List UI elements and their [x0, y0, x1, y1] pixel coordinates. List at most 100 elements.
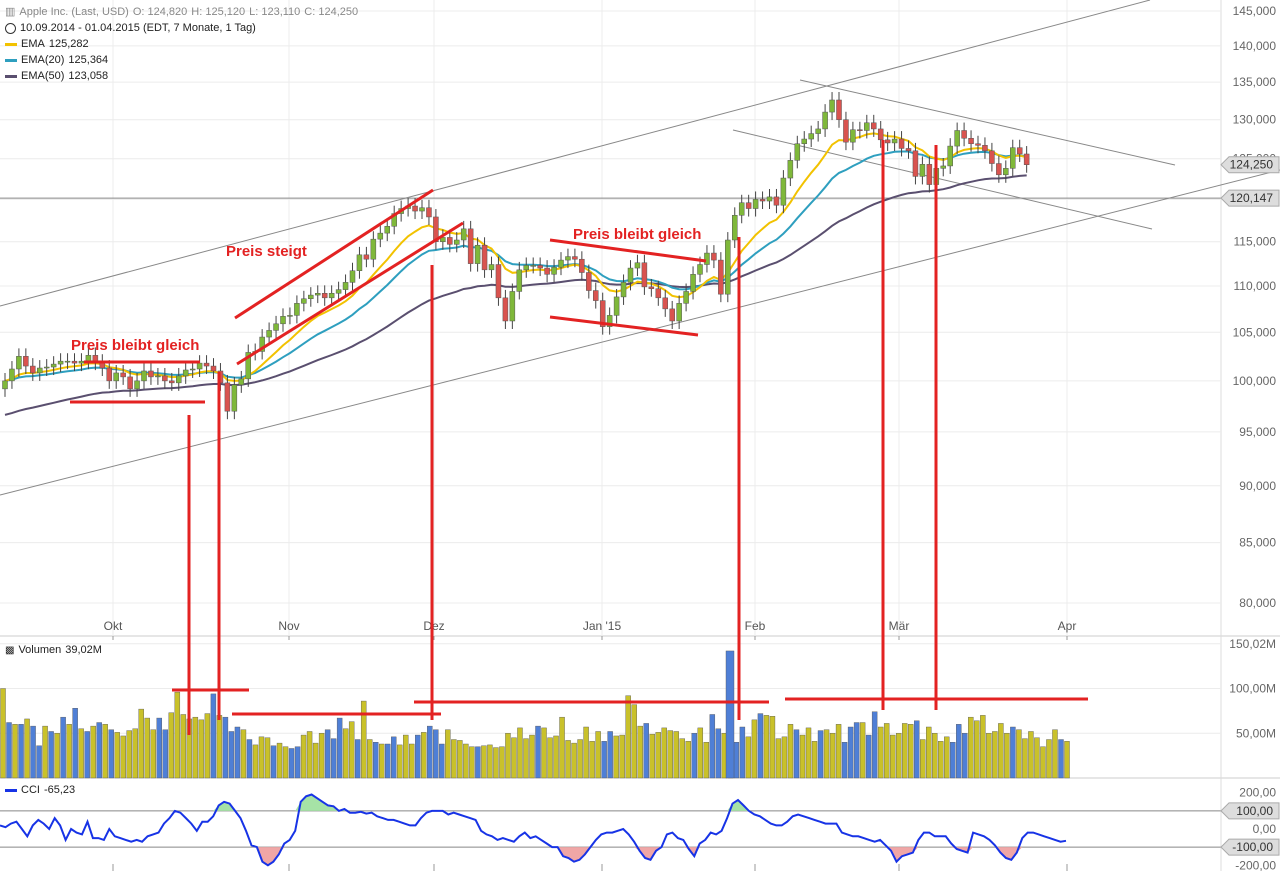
volume-bar: [697, 727, 704, 779]
volume-bar: [366, 739, 373, 779]
volume-bar: [1016, 729, 1022, 779]
candle-body: [968, 138, 974, 144]
volume-bar: [481, 745, 487, 779]
candle-body: [210, 365, 217, 372]
candle-body: [704, 252, 710, 265]
candle-body: [37, 367, 43, 374]
candle-body: [294, 303, 300, 316]
candle-body: [481, 244, 488, 271]
volume-label: Volumen: [18, 644, 62, 656]
candle-body: [231, 384, 238, 412]
volume-bar: [12, 724, 18, 779]
volume-bar: [372, 742, 379, 779]
cci-label: CCI: [21, 784, 40, 796]
volume-bar: [517, 727, 523, 779]
annotation-line: [549, 238, 707, 263]
volume-bar: [871, 711, 878, 779]
volume-bar: [168, 712, 175, 779]
volume-bar: [889, 734, 896, 779]
volume-bar: [968, 716, 974, 779]
candle-body: [586, 272, 592, 291]
volume-bar: [385, 743, 391, 779]
date-range: 10.09.2014 - 01.04.2015 (EDT, 7 Monate, …: [20, 22, 256, 34]
volume-bar: [829, 733, 836, 779]
x-tick-label: Dez: [423, 619, 444, 633]
candle-body: [593, 290, 599, 301]
volume-bar: [944, 736, 950, 779]
candle-body: [176, 375, 182, 384]
legend-ema[interactable]: EMA 125,282: [5, 36, 358, 52]
candle-body: [898, 138, 905, 149]
candle-body: [301, 298, 307, 304]
y-tick-label: 145,000: [1233, 4, 1277, 18]
volume-bar: [493, 747, 499, 779]
price-marker: 124,250: [1220, 156, 1280, 174]
volume-bar: [535, 725, 541, 779]
volume-bar: [342, 728, 349, 779]
volume-bar: [805, 727, 812, 779]
volume-bar: [240, 729, 247, 779]
volume-bar: [264, 737, 271, 779]
candle-body: [857, 129, 863, 131]
volume-bar: [318, 733, 325, 779]
cci-marker-label: 100,00: [1236, 804, 1273, 818]
candle-body: [850, 129, 856, 143]
candle-body: [676, 303, 682, 322]
volume-bar: [84, 731, 90, 779]
cci-line: [0, 793, 1067, 867]
candle-body: [9, 368, 15, 382]
x-tick-label: Okt: [104, 619, 123, 633]
volume-bar: [974, 720, 980, 779]
trend-channel-line: [799, 79, 1176, 166]
candle-body: [189, 368, 196, 371]
volume-bar: [847, 726, 854, 779]
y-tick-label: 110,000: [1234, 279, 1277, 293]
volume-bar: [715, 728, 722, 779]
legend-ema50[interactable]: EMA(50) 123,058: [5, 68, 358, 84]
ema50-label: EMA(50): [21, 70, 65, 82]
candle-body: [926, 164, 933, 185]
legend-ema20[interactable]: EMA(20) 125,364: [5, 52, 358, 68]
candle-body: [377, 232, 384, 240]
candle-body: [537, 265, 543, 269]
volume-tick-label: 100,00M: [1229, 682, 1276, 696]
candle-body: [773, 196, 780, 206]
ema50-swatch: [5, 74, 17, 78]
volume-bar: [475, 746, 481, 779]
volume-bar: [234, 726, 241, 779]
volume-bar: [709, 714, 716, 779]
y-tick-label: 140,000: [1233, 39, 1277, 53]
cci-tick-label: -200,00: [1235, 858, 1276, 871]
volume-bar: [1010, 726, 1016, 779]
volume-bar: [6, 722, 12, 779]
volume-bar: [763, 715, 770, 779]
candle-body: [940, 165, 946, 169]
candle-body: [356, 254, 363, 271]
candle-body: [502, 297, 509, 322]
volume-bar: [288, 748, 295, 779]
volume-bar: [595, 731, 601, 779]
volume-bar: [499, 746, 505, 779]
candle-body: [996, 163, 1002, 176]
candle-body: [683, 291, 689, 304]
candle-body: [321, 293, 328, 299]
candle-body: [711, 252, 717, 261]
volume-bar: [48, 731, 54, 779]
candle-body: [669, 308, 675, 322]
candle-body: [266, 330, 272, 338]
volume-bar: [992, 731, 998, 779]
cci-value: -65,23: [43, 784, 76, 796]
volume-bar: [144, 717, 150, 779]
volume-bar: [210, 693, 217, 779]
volume-bar: [865, 734, 872, 779]
volume-bar: [126, 730, 132, 779]
candle-body: [50, 363, 57, 368]
volume-bar: [643, 723, 649, 779]
ema50-value: 123,058: [68, 70, 109, 82]
candle-body: [106, 367, 112, 382]
candle-body: [871, 122, 877, 130]
candle-body: [718, 259, 724, 295]
y-tick-label: 130,000: [1233, 113, 1277, 127]
volume-bar: [66, 724, 72, 779]
